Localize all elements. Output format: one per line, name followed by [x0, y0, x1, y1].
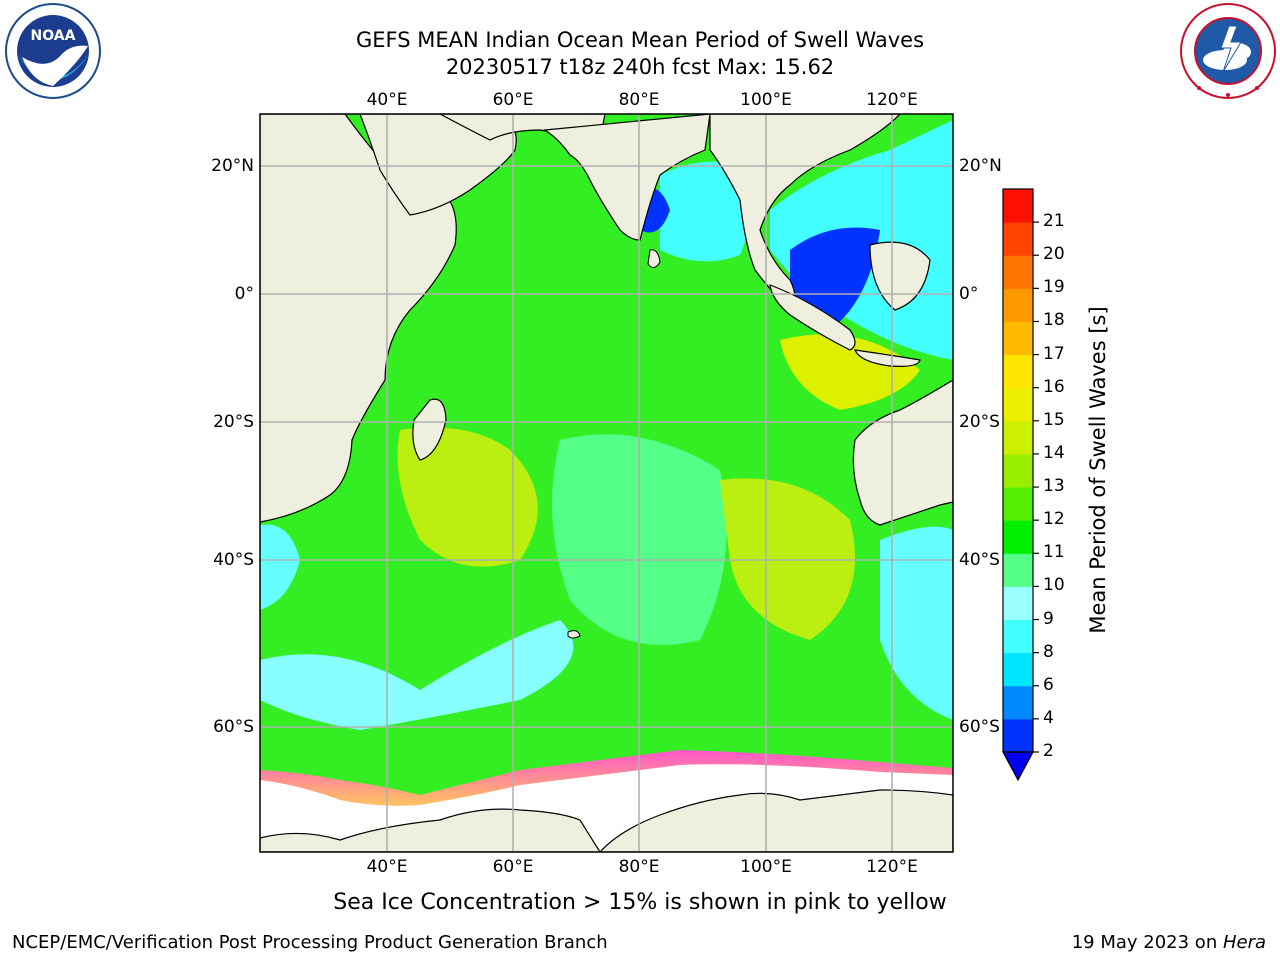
- colorbar-band: [1003, 453, 1033, 488]
- lon-label-bottom-80e: 80°E: [618, 857, 660, 877]
- colorbar-band: [1003, 685, 1033, 720]
- colorbar-band: [1003, 354, 1033, 389]
- java: [854, 349, 921, 367]
- ocean-field-8s-south: [260, 620, 574, 730]
- arabian-peninsula: [359, 114, 517, 216]
- colorbar: [1001, 188, 1039, 782]
- colorbar-extend-arrow: [1001, 751, 1035, 782]
- southeast-asia: [709, 114, 901, 311]
- colorbar-tick-label: 14: [1043, 442, 1065, 463]
- ocean-field-8s-southeast: [880, 526, 953, 720]
- colorbar-tick-label: 21: [1043, 211, 1065, 232]
- lon-label-top-120e: 120°E: [866, 90, 918, 110]
- nws-logo: [1180, 3, 1276, 99]
- footer-credit: NCEP/EMC/Verification Post Processing Pr…: [12, 932, 608, 953]
- colorbar-band: [1003, 387, 1033, 422]
- australia: [852, 379, 953, 526]
- colorbar-band: [1003, 222, 1033, 256]
- india: [543, 114, 711, 241]
- lon-label-top-60e: 60°E: [492, 90, 534, 110]
- madagascar: [412, 398, 447, 461]
- colorbar-tick-label: 12: [1043, 509, 1065, 530]
- lat-label-right-60s: 60°S: [959, 717, 1000, 737]
- colorbar-tick-label: 13: [1043, 476, 1065, 497]
- colorbar-band: [1003, 652, 1033, 687]
- colorbar-band: [1003, 487, 1033, 521]
- colorbar-band: [1003, 321, 1033, 356]
- colorbar-tick-label: 10: [1043, 575, 1065, 596]
- colorbar-tick-label: 19: [1043, 277, 1065, 298]
- lon-label-bottom-100e: 100°E: [740, 857, 792, 877]
- antarctica-east: [599, 789, 953, 852]
- colorbar-tick-label: 8: [1043, 641, 1054, 662]
- colorbar-tick-label: 16: [1043, 376, 1065, 397]
- lat-label-left-0: 0°: [234, 284, 254, 304]
- map-subtitle: 20230517 t18z 240h fcst Max: 15.62: [445, 55, 835, 79]
- sumatra: [769, 284, 856, 351]
- colorbar-tick-label: 6: [1043, 674, 1054, 695]
- footer-date-text: 19 May 2023 on: [1071, 932, 1223, 953]
- lat-label-left-60s: 60°S: [213, 717, 254, 737]
- map-graticule: [260, 114, 953, 852]
- colorbar-band: [1003, 718, 1033, 753]
- lat-label-left-20s: 20°S: [213, 412, 254, 432]
- borneo: [869, 241, 931, 311]
- colorbar-band: [1003, 288, 1033, 322]
- colorbar-tick-label: 15: [1043, 409, 1065, 430]
- map-title: GEFS MEAN Indian Ocean Mean Period of Sw…: [355, 28, 925, 52]
- ocean-field-6s-far-southwest: [260, 524, 300, 610]
- colorbar-tick-label: 17: [1043, 343, 1065, 364]
- colorbar-band: [1003, 553, 1033, 587]
- colorbar-frame: [1002, 188, 1034, 753]
- antarctica: [260, 808, 601, 852]
- map-frame: [259, 113, 954, 853]
- colorbar-band: [1003, 619, 1033, 654]
- colorbar-band: [1003, 520, 1033, 554]
- sri-lanka: [647, 249, 661, 268]
- colorbar-tick-label: 2: [1043, 741, 1054, 761]
- ocean-field-bay-of-bengal: [660, 161, 750, 262]
- noaa-logo-text: NOAA: [31, 28, 76, 44]
- footer-host: Hera: [1222, 932, 1266, 953]
- lon-label-top-40e: 40°E: [366, 90, 408, 110]
- colorbar-band: [1003, 586, 1033, 621]
- lon-label-top-100e: 100°E: [740, 90, 792, 110]
- lat-label-left-20n: 20°N: [211, 156, 254, 176]
- noaa-logo: NOAA: [5, 3, 101, 99]
- lat-label-right-20s: 20°S: [959, 412, 1000, 432]
- sea-ice-caption: Sea Ice Concentration > 15% is shown in …: [333, 890, 947, 915]
- ocean-field-13s-east: [720, 478, 855, 640]
- colorbar-tick-label: 4: [1043, 707, 1054, 728]
- lat-label-right-40s: 40°S: [959, 550, 1000, 570]
- footer-date: 19 May 2023 on Hera: [1072, 932, 1266, 953]
- colorbar-band: [1003, 420, 1033, 455]
- lat-label-right-0: 0°: [959, 284, 979, 304]
- colorbar-tick-label: 9: [1043, 608, 1054, 629]
- ocean-field-2s-indonesia: [790, 227, 880, 330]
- colorbar-band: [1003, 189, 1033, 223]
- ocean-field-14s: [780, 334, 920, 410]
- lon-label-bottom-120e: 120°E: [866, 857, 918, 877]
- colorbar-tick-label: 18: [1043, 310, 1065, 331]
- kerguelen-islands: [567, 630, 581, 639]
- lon-label-top-80e: 80°E: [618, 90, 660, 110]
- colorbar-band: [1003, 255, 1033, 289]
- lat-label-right-20n: 20°N: [959, 156, 1002, 176]
- ocean-field-13s: [397, 427, 538, 567]
- colorbar-title: Mean Period of Swell Waves [s]: [1086, 306, 1110, 634]
- lat-label-left-40s: 40°S: [213, 550, 254, 570]
- colorbar-tick-label: 20: [1043, 244, 1065, 265]
- colorbar-tick-label: 11: [1043, 542, 1065, 563]
- lon-label-bottom-40e: 40°E: [366, 857, 408, 877]
- lon-label-bottom-60e: 60°E: [492, 857, 534, 877]
